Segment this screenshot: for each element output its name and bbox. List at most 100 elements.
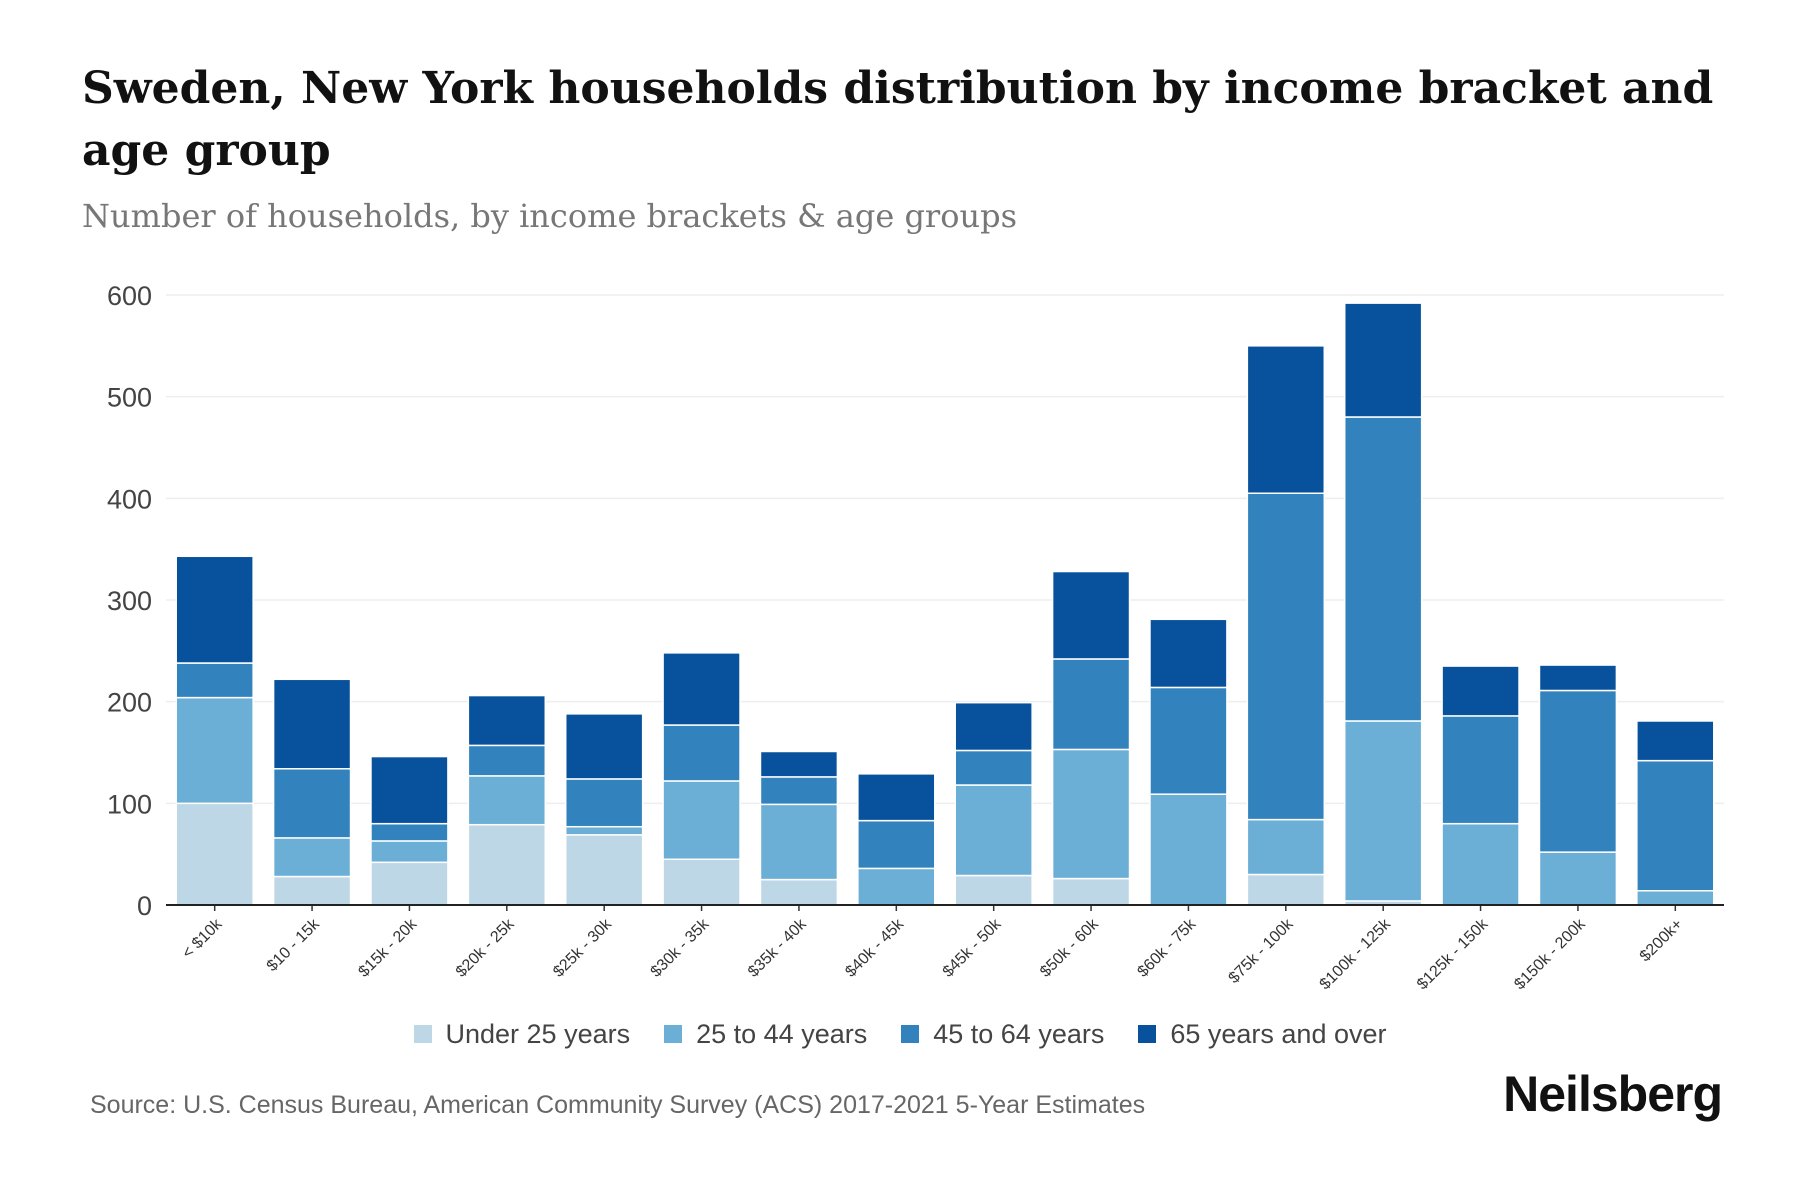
bar-segment-45-to-64-years xyxy=(175,662,254,699)
x-tick-label: $20k - 25k xyxy=(453,915,519,981)
bar-segment-under-25-years xyxy=(272,875,352,906)
bar-segment-25-to-44-years xyxy=(564,825,644,836)
bar-segment-25-to-44-years xyxy=(272,837,352,878)
legend-item: 25 to 44 years xyxy=(664,1018,867,1050)
bar-segment-25-to-44-years xyxy=(175,696,254,805)
bar-segment-25-to-44-years xyxy=(1343,720,1423,902)
bar-segment-25-to-44-years xyxy=(954,784,1033,877)
x-tick-label: $125k - 150k xyxy=(1414,915,1492,993)
x-tick-label: $75k - 100k xyxy=(1225,915,1297,987)
x-tick-label: $30k - 35k xyxy=(648,915,714,981)
source-note: Source: U.S. Census Bureau, American Com… xyxy=(90,1091,1146,1119)
bar-segment-45-to-64-years xyxy=(857,819,936,870)
legend-label: Under 25 years xyxy=(445,1019,631,1049)
chart-title: Sweden, New York households distribution… xyxy=(82,63,1714,176)
bar-segment-under-25-years xyxy=(759,878,839,906)
bar-segment-25-to-44-years xyxy=(467,775,547,826)
bar-segment-under-25-years xyxy=(467,823,547,906)
bar-segment-65-years-and-over xyxy=(1636,720,1715,762)
bar-segment-65-years-and-over xyxy=(954,701,1033,752)
x-tick-label: $15k - 20k xyxy=(355,915,421,981)
bar-segment-25-to-44-years xyxy=(1538,851,1618,906)
bar-segment-65-years-and-over xyxy=(1441,665,1520,717)
bar-segment-65-years-and-over xyxy=(1051,570,1131,660)
chart-header: Sweden, New York households distribution… xyxy=(82,58,1742,236)
y-tick-label: 0 xyxy=(137,891,152,921)
bar-segment-65-years-and-over xyxy=(1343,302,1423,418)
legend-swatch xyxy=(413,1025,432,1043)
legend-swatch xyxy=(1138,1025,1157,1043)
x-tick-label: $100k - 125k xyxy=(1317,915,1395,993)
bar-segment-45-to-64-years xyxy=(370,822,449,842)
y-tick-label: 100 xyxy=(107,789,152,819)
y-tick-label: 600 xyxy=(107,281,152,311)
bar-segment-65-years-and-over xyxy=(175,555,254,664)
x-tick-label: $45k - 50k xyxy=(940,915,1006,981)
x-tick-label: $10 - 15k xyxy=(264,915,324,975)
neilsberg-logo: Neilsberg xyxy=(1503,1066,1723,1122)
bar-segment-25-to-44-years xyxy=(662,780,741,861)
x-tick-label: $200k+ xyxy=(1637,916,1686,965)
bar-segment-65-years-and-over xyxy=(857,773,936,822)
y-tick-label: 300 xyxy=(107,586,152,616)
bar-segment-65-years-and-over xyxy=(272,678,352,770)
bar-segment-under-25-years xyxy=(1051,877,1131,906)
bar-segment-45-to-64-years xyxy=(1636,759,1715,892)
bar-segment-65-years-and-over xyxy=(467,694,547,747)
legend-swatch xyxy=(901,1025,920,1043)
bar-segment-45-to-64-years xyxy=(1441,715,1520,825)
y-tick-label: 400 xyxy=(107,484,152,514)
bar-segment-45-to-64-years xyxy=(954,749,1033,786)
x-tick-label: $35k - 40k xyxy=(745,915,811,981)
bar-segment-45-to-64-years xyxy=(467,744,547,777)
bar-segment-under-25-years xyxy=(370,861,449,906)
bar-segment-65-years-and-over xyxy=(662,652,741,726)
bar-segment-45-to-64-years xyxy=(1149,686,1228,795)
legend-item: 65 years and over xyxy=(1138,1018,1387,1050)
y-tick-label: 500 xyxy=(107,383,152,413)
bar-segment-25-to-44-years xyxy=(1636,890,1715,906)
bar-segment-under-25-years xyxy=(1246,873,1326,906)
bar-segment-65-years-and-over xyxy=(1246,345,1326,495)
bar-segment-45-to-64-years xyxy=(1343,416,1423,722)
bar-segment-25-to-44-years xyxy=(1246,818,1326,876)
legend-label: 45 to 64 years xyxy=(933,1019,1105,1049)
bar-segment-45-to-64-years xyxy=(1246,492,1326,821)
bar-segment-25-to-44-years xyxy=(1051,748,1131,880)
legend-item: Under 25 years xyxy=(413,1018,631,1050)
x-tick-label: $40k - 45k xyxy=(842,915,908,981)
x-tick-label: $150k - 200k xyxy=(1511,915,1589,993)
bar-segment-45-to-64-years xyxy=(759,776,839,806)
bar-segment-under-25-years xyxy=(662,858,741,906)
chart-subtitle: Number of households, by income brackets… xyxy=(82,197,1017,235)
legend: Under 25 years 25 to 44 years 45 to 64 yea… xyxy=(0,1018,1800,1050)
bar-segment-45-to-64-years xyxy=(662,724,741,782)
bar-segment-45-to-64-years xyxy=(564,778,644,828)
x-tick-label: < $10k xyxy=(179,915,226,962)
bar-segment-65-years-and-over xyxy=(1538,664,1618,692)
bar-segment-25-to-44-years xyxy=(759,803,839,881)
x-tick-label: $50k - 60k xyxy=(1037,915,1103,981)
x-tick-label: $25k - 30k xyxy=(550,915,616,981)
bar-segment-45-to-64-years xyxy=(272,768,352,839)
bar-segment-25-to-44-years xyxy=(1149,793,1228,906)
bar-segment-45-to-64-years xyxy=(1051,658,1131,751)
y-tick-label: 200 xyxy=(107,688,152,718)
bar-segment-under-25-years xyxy=(175,802,254,906)
legend-item: 45 to 64 years xyxy=(901,1018,1104,1050)
bar-segment-under-25-years xyxy=(564,834,644,906)
legend-label: 25 to 44 years xyxy=(696,1019,868,1049)
legend-label: 65 years and over xyxy=(1170,1019,1387,1049)
bar-segment-under-25-years xyxy=(954,874,1033,906)
x-tick-label: $60k - 75k xyxy=(1134,915,1200,981)
bar-segment-25-to-44-years xyxy=(370,840,449,864)
bar-segment-65-years-and-over xyxy=(370,755,449,825)
bar-segment-45-to-64-years xyxy=(1538,689,1618,853)
bar-segment-65-years-and-over xyxy=(1149,618,1228,689)
bar-segment-25-to-44-years xyxy=(857,867,936,906)
bar-segment-65-years-and-over xyxy=(759,750,839,778)
legend-swatch xyxy=(664,1025,683,1043)
bar-segment-25-to-44-years xyxy=(1441,822,1520,906)
bar-segment-65-years-and-over xyxy=(564,713,644,780)
